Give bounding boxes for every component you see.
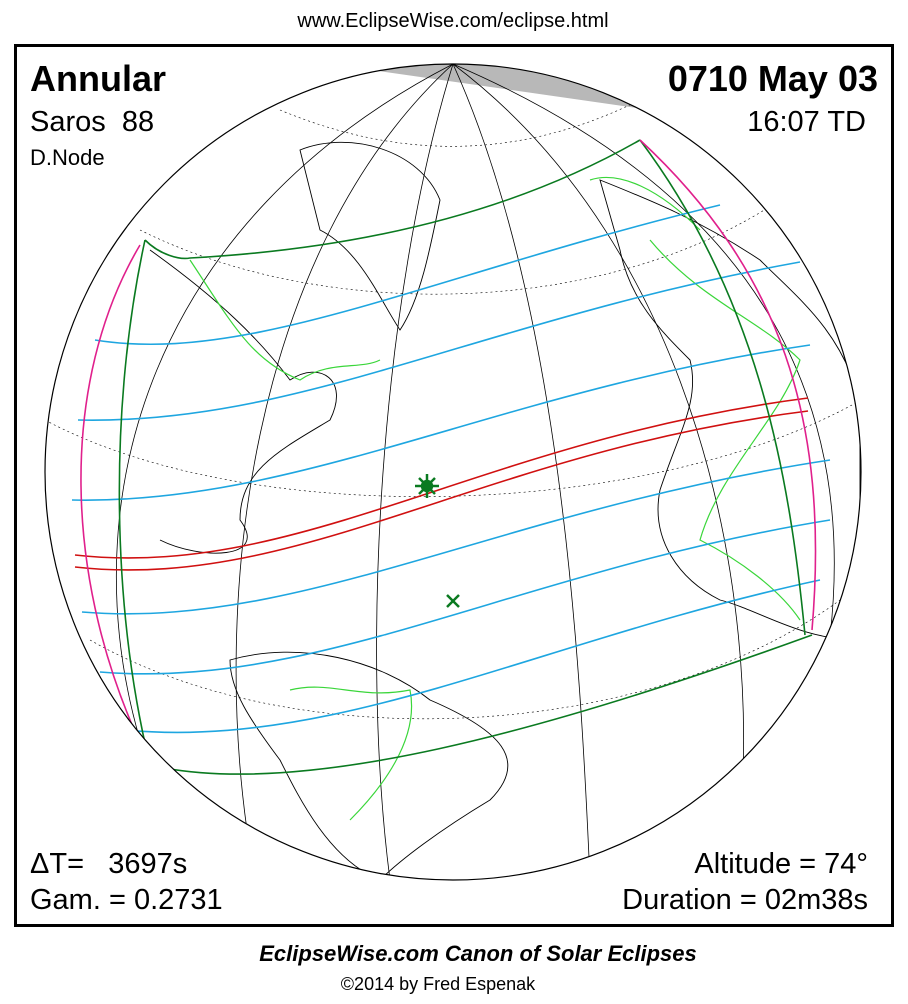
duration: Duration = 02m38s [622, 884, 868, 916]
eclipse-type: Annular [30, 58, 166, 99]
gamma: Gam. = 0.2731 [30, 884, 223, 916]
frame [14, 44, 894, 927]
date: 0710 May 03 [668, 58, 878, 99]
time: 16:07 TD [747, 106, 866, 138]
greatest-eclipse-marker [415, 474, 439, 498]
footer-title: EclipseWise.com Canon of Solar Eclipses [259, 941, 697, 966]
globe-outline [44, 63, 862, 881]
url: www.EclipseWise.com/eclipse.html [296, 10, 608, 32]
copyright: ©2014 by Fred Espenak [341, 974, 536, 994]
borders [189, 176, 801, 821]
globe [45, 64, 861, 880]
node: D.Node [30, 145, 105, 170]
graticule [45, 64, 861, 880]
delta-t: ΔT= 3697s [30, 848, 187, 880]
saros: Saros 88 [30, 106, 154, 138]
eclipse-path [71, 139, 831, 775]
coastlines [149, 141, 861, 880]
altitude: Altitude = 74° [694, 848, 868, 880]
greatest-duration-marker [446, 594, 460, 608]
